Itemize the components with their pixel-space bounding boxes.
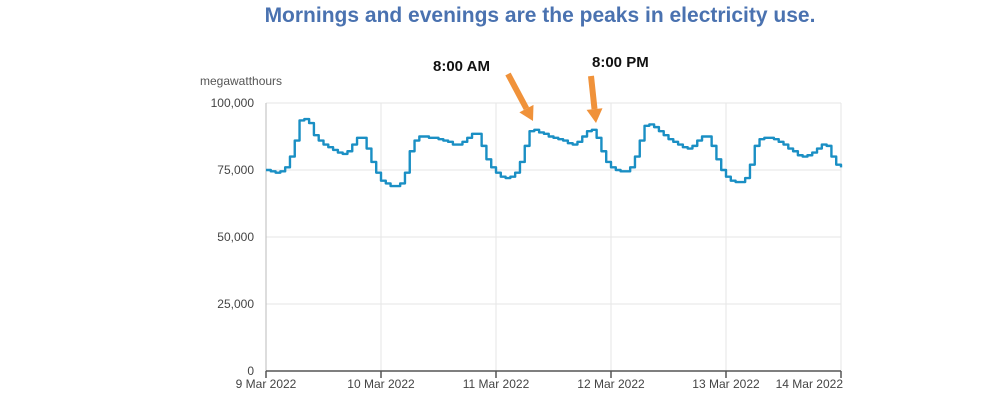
x-tick-label: 14 Mar 2022	[776, 377, 844, 391]
y-axis-label: megawatthours	[200, 74, 283, 88]
annotation-8pm: 8:00 PM	[592, 54, 649, 71]
y-tick-label: 25,000	[217, 297, 254, 311]
x-tick-label: 12 Mar 2022	[577, 377, 645, 391]
arrow-8am-head	[519, 104, 534, 121]
series-line	[266, 117, 843, 188]
arrow-8pm-head	[586, 108, 603, 123]
x-tick-label: 13 Mar 2022	[692, 377, 760, 391]
x-tick-label: 11 Mar 2022	[463, 377, 530, 391]
x-tick-label: 9 Mar 2022	[236, 377, 297, 391]
x-tick-label: 10 Mar 2022	[347, 377, 415, 391]
annotation-8am: 8:00 AM	[433, 58, 490, 75]
y-tick-label: 50,000	[217, 230, 254, 244]
y-tick-label: 0	[247, 364, 254, 378]
chart-title: Mornings and evenings are the peaks in e…	[264, 4, 816, 27]
arrow-8pm-shaft	[588, 75, 598, 110]
arrow-8am-shaft	[505, 72, 530, 111]
y-tick-label: 100,000	[211, 96, 255, 110]
y-tick-label: 75,000	[217, 163, 254, 177]
